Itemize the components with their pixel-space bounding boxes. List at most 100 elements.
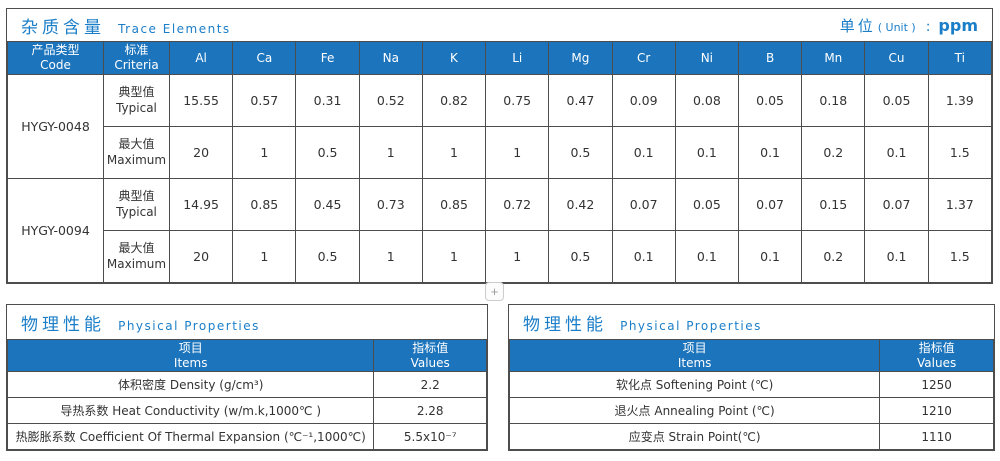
trace-elements-panel: 杂质含量 Trace Elements 单位 ( Unit ) : ppm 产品… xyxy=(6,8,993,284)
trace-value: 0.1 xyxy=(674,126,739,179)
trace-value: 1.5 xyxy=(927,230,993,283)
col-header-values: 指标值 Values xyxy=(373,339,487,372)
trace-value: 0.31 xyxy=(295,74,360,127)
trace-value: 0.72 xyxy=(485,178,550,231)
trace-value: 0.5 xyxy=(295,126,360,179)
trace-value: 1 xyxy=(485,230,550,283)
trace-value: 0.73 xyxy=(358,178,423,231)
property-item: 退火点 Annealing Point (℃) xyxy=(508,397,881,424)
phys-right-title-row: 物理性能 Physical Properties xyxy=(509,305,994,339)
trace-value: 1.37 xyxy=(927,178,993,231)
phys-left-header-row: 项目 Items 指标值 Values xyxy=(6,339,487,372)
col-header-element: Mn xyxy=(801,41,866,75)
unit-zh: 单位 xyxy=(839,16,876,35)
unit-label: 单位 ( Unit ) : ppm xyxy=(840,15,978,36)
trace-value: 0.05 xyxy=(864,74,929,127)
property-value: 1250 xyxy=(879,371,994,398)
col-header-criteria: 标准 Criteria xyxy=(103,41,170,75)
property-item: 应变点 Strain Point(℃) xyxy=(508,423,881,450)
table-row: 软化点 Softening Point (℃) 1250 xyxy=(508,371,994,398)
trace-value: 0.52 xyxy=(358,74,423,127)
table-row: 最大值 Maximum 20 1 0.5 1 1 1 0.5 0.1 0.1 0… xyxy=(8,126,993,179)
trace-value: 0.42 xyxy=(548,178,613,231)
trace-value: 0.1 xyxy=(674,230,739,283)
trace-header-row: 产品类型 Code 标准 Criteria Al Ca Fe Na K Li M… xyxy=(7,41,993,75)
table-row: 热膨胀系数 Coefficient Of Thermal Expansion (… xyxy=(6,423,487,450)
table-row: 体积密度 Density (g/cm³) 2.2 xyxy=(6,371,487,398)
col-header-element: Ni xyxy=(674,41,739,75)
col-header-element: Cu xyxy=(864,41,929,75)
property-item: 热膨胀系数 Coefficient Of Thermal Expansion (… xyxy=(6,423,375,450)
add-button[interactable]: + xyxy=(485,282,504,301)
phys-left-title-zh: 物理性能 xyxy=(21,314,105,335)
col-header-code: 产品类型 Code xyxy=(7,41,104,75)
trace-value: 0.5 xyxy=(548,230,613,283)
trace-value: 1.39 xyxy=(927,74,993,127)
col-header-element: Al xyxy=(168,41,234,75)
col-header-element: Na xyxy=(358,41,423,75)
trace-value: 0.2 xyxy=(801,230,866,283)
phys-right-title-zh: 物理性能 xyxy=(523,314,607,335)
col-header-items: 项目 Items xyxy=(508,339,881,372)
col-header-element: Ti xyxy=(927,41,993,75)
trace-value: 0.2 xyxy=(801,126,866,179)
unit-value: ppm xyxy=(938,15,978,35)
physical-properties-panel-left: 物理性能 Physical Properties 项目 Items 指标值 Va… xyxy=(6,304,488,451)
trace-value: 0.18 xyxy=(801,74,866,127)
property-value: 2.28 xyxy=(373,397,487,424)
table-row: 应变点 Strain Point(℃) 1110 xyxy=(508,423,994,450)
table-row: 退火点 Annealing Point (℃) 1210 xyxy=(508,397,994,424)
physical-properties-table-right: 项目 Items 指标值 Values 软化点 Softening Point … xyxy=(508,339,994,450)
phys-left-title: 物理性能 Physical Properties xyxy=(21,310,260,335)
table-row: 最大值 Maximum 20 1 0.5 1 1 1 0.5 0.1 0.1 0… xyxy=(8,230,993,283)
trace-value: 1.5 xyxy=(927,126,993,179)
trace-title-zh: 杂质含量 xyxy=(21,17,105,38)
col-header-element: Fe xyxy=(295,41,360,75)
trace-value: 0.1 xyxy=(611,126,676,179)
table-row: HYGY-0094 典型值 Typical 14.95 0.85 0.45 0.… xyxy=(7,178,993,283)
physical-properties-table-left: 项目 Items 指标值 Values 体积密度 Density (g/cm³)… xyxy=(6,339,487,450)
criteria-typical: 典型值 Typical xyxy=(103,74,170,127)
criteria-maximum: 最大值 Maximum xyxy=(103,126,170,179)
trace-value: 0.1 xyxy=(864,126,929,179)
trace-value: 15.55 xyxy=(168,74,234,127)
trace-panel-title-row: 杂质含量 Trace Elements 单位 ( Unit ) : ppm xyxy=(7,9,992,41)
trace-value: 0.09 xyxy=(611,74,676,127)
trace-value: 0.05 xyxy=(737,74,803,127)
property-item: 体积密度 Density (g/cm³) xyxy=(6,371,375,398)
trace-value: 0.85 xyxy=(421,178,487,231)
phys-left-title-row: 物理性能 Physical Properties xyxy=(7,305,487,339)
physical-properties-panel-right: 物理性能 Physical Properties 项目 Items 指标值 Va… xyxy=(508,304,995,451)
property-value: 1210 xyxy=(879,397,994,424)
trace-value: 0.15 xyxy=(801,178,866,231)
trace-value: 0.1 xyxy=(611,230,676,283)
unit-en: ( Unit ) xyxy=(877,20,916,34)
col-header-items: 项目 Items xyxy=(6,339,375,372)
trace-value: 20 xyxy=(168,230,234,283)
property-value: 2.2 xyxy=(373,371,487,398)
trace-value: 0.07 xyxy=(864,178,929,231)
trace-value: 0.07 xyxy=(611,178,676,231)
property-value: 1110 xyxy=(879,423,994,450)
trace-value: 0.85 xyxy=(232,178,297,231)
trace-value: 1 xyxy=(358,230,423,283)
trace-panel-title: 杂质含量 Trace Elements xyxy=(21,13,231,38)
trace-title-en: Trace Elements xyxy=(118,21,231,36)
trace-value: 0.05 xyxy=(674,178,739,231)
trace-value: 1 xyxy=(232,126,297,179)
trace-value: 1 xyxy=(358,126,423,179)
unit-separator: : xyxy=(925,18,931,35)
criteria-typical: 典型值 Typical xyxy=(103,178,170,231)
trace-elements-table: 产品类型 Code 标准 Criteria Al Ca Fe Na K Li M… xyxy=(7,41,993,283)
property-value: 5.5x10⁻⁷ xyxy=(373,423,487,450)
phys-right-header-row: 项目 Items 指标值 Values xyxy=(508,339,994,372)
product-code: HYGY-0094 xyxy=(7,178,104,283)
trace-value: 1 xyxy=(421,126,487,179)
product-code: HYGY-0048 xyxy=(7,74,104,179)
trace-value: 0.47 xyxy=(548,74,613,127)
trace-value: 0.07 xyxy=(737,178,803,231)
trace-value: 0.82 xyxy=(421,74,487,127)
trace-value: 0.5 xyxy=(295,230,360,283)
phys-right-title: 物理性能 Physical Properties xyxy=(523,310,762,335)
col-header-element: Cr xyxy=(611,41,676,75)
